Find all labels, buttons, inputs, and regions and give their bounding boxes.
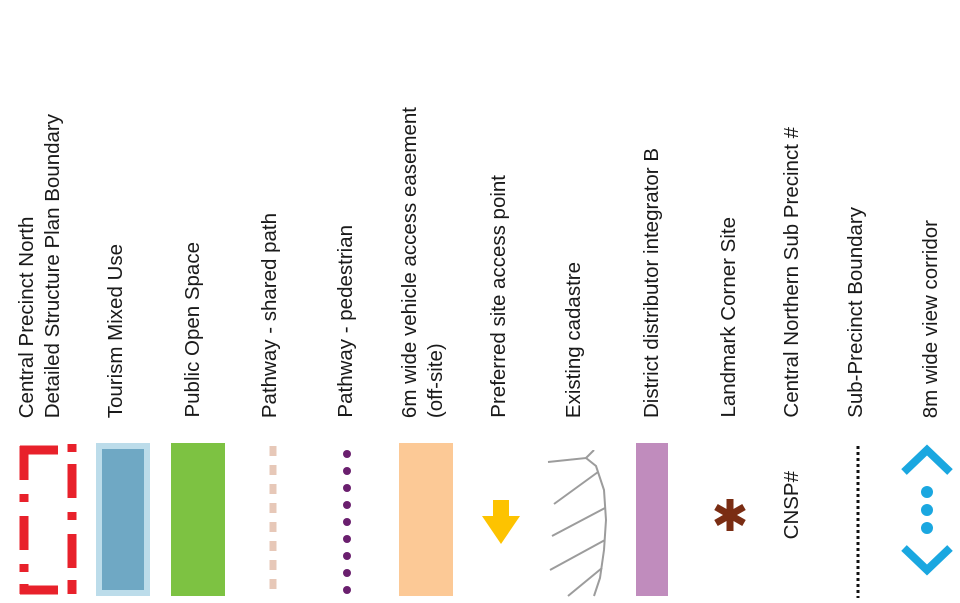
label-landmark: Landmark Corner Site [716,8,742,418]
label-access-point: Preferred site access point [486,8,512,418]
sub-precinct-boundary-swatch [854,446,862,598]
label-distributor: District distributor integrator B [639,8,665,418]
view-corridor-icon [898,440,956,580]
label-sub-precinct: Sub-Precinct Boundary [843,8,869,418]
label-cadastre: Existing cadastre [561,8,587,418]
label-easement-line2: (off-site) [423,107,449,418]
label-boundary-line2: Detailed Structure Plan Boundary [40,114,66,418]
label-open-space: Public Open Space [180,8,206,418]
label-tourism: Tourism Mixed Use [103,8,129,418]
pedestrian-path-swatch [340,448,354,600]
label-cnsp: Central Northern Sub Precinct # [779,8,805,418]
cnsp-symbol: CNSP# [779,440,805,570]
cnsp-symbol-text: CNSP# [779,471,805,539]
district-distributor-swatch [636,443,668,596]
label-boundary-line1: Central Precinct North [14,114,40,418]
label-boundary: Central Precinct North Detailed Structur… [14,8,66,418]
label-shared-path: Pathway - shared path [257,8,283,418]
cadastre-swatch [546,450,610,598]
public-open-space-swatch [171,443,225,596]
tourism-mixed-use-swatch [96,443,150,596]
label-easement-line1: 6m wide vehicle access easement [397,107,423,418]
label-pedestrian: Pathway - pedestrian [333,8,359,418]
shared-path-swatch [266,446,280,598]
access-point-arrow-icon [480,500,522,546]
vehicle-easement-swatch [399,443,453,596]
label-view-corridor: 8m wide view corridor [918,8,944,418]
boundary-line-swatch [14,440,84,600]
label-easement: 6m wide vehicle access easement (off-sit… [397,8,449,418]
landmark-asterisk-icon [712,497,748,533]
